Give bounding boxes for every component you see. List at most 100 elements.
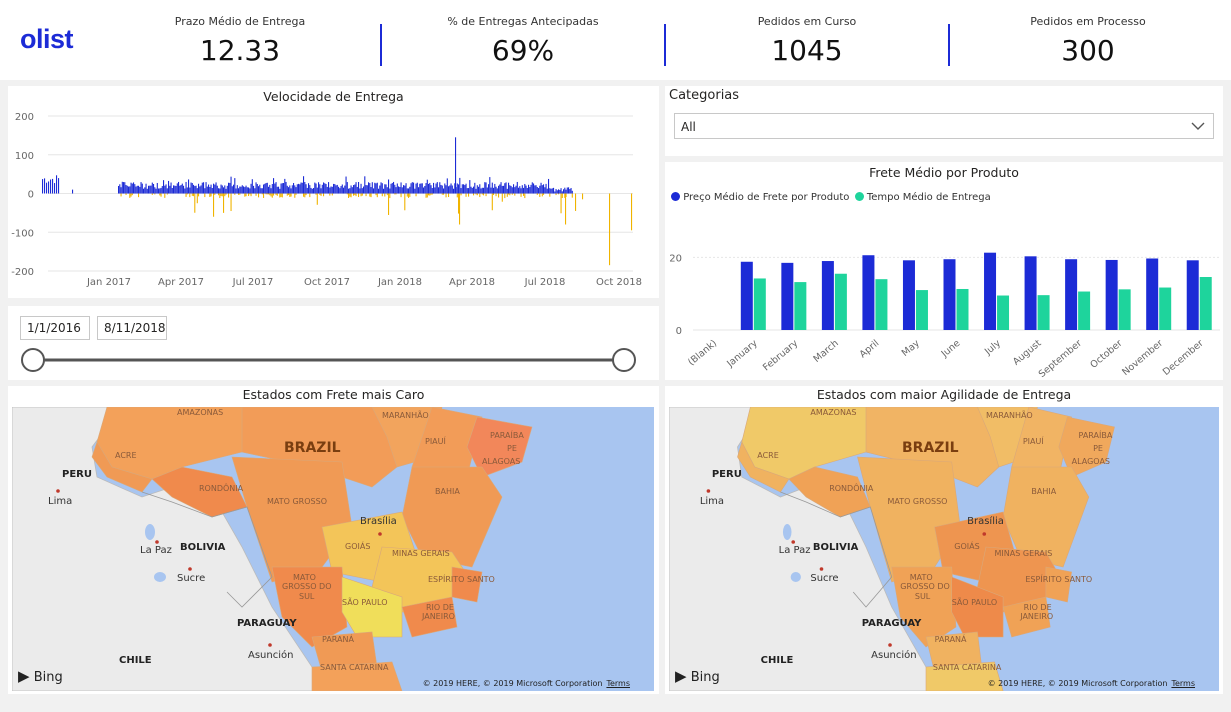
bar[interactable]: [186, 187, 188, 194]
bar-tempo[interactable]: [1159, 287, 1172, 330]
bar[interactable]: [324, 183, 326, 194]
bar[interactable]: [295, 193, 297, 195]
bar[interactable]: [549, 193, 551, 197]
bar[interactable]: [72, 189, 74, 194]
bar[interactable]: [323, 193, 325, 197]
bar[interactable]: [178, 181, 180, 194]
bar[interactable]: [348, 188, 350, 194]
bar-tempo[interactable]: [1199, 277, 1212, 330]
bar[interactable]: [369, 183, 371, 194]
bar[interactable]: [239, 186, 241, 194]
bar[interactable]: [273, 178, 275, 194]
kpi-prazo-medio[interactable]: Prazo Médio de Entrega 12.33: [120, 0, 360, 67]
bar[interactable]: [480, 188, 482, 194]
bar[interactable]: [376, 182, 378, 194]
bar[interactable]: [346, 193, 348, 195]
state-nordeste[interactable]: [1058, 416, 1115, 478]
bar[interactable]: [248, 187, 250, 194]
bar[interactable]: [125, 193, 127, 195]
bar[interactable]: [533, 183, 535, 194]
slider-end-handle[interactable]: [612, 348, 636, 372]
bar[interactable]: [399, 187, 401, 194]
bar[interactable]: [270, 188, 272, 194]
bar[interactable]: [470, 186, 472, 194]
map-agilidade-entrega[interactable]: BRAZIL PERU BOLIVIA PARAGUAY CHILE Lima La Paz…: [669, 407, 1219, 691]
bar[interactable]: [141, 183, 143, 194]
bar[interactable]: [268, 193, 270, 195]
bar[interactable]: [429, 182, 431, 194]
bar[interactable]: [299, 184, 301, 194]
bar[interactable]: [491, 193, 493, 211]
bar-frete[interactable]: [1105, 259, 1118, 330]
bar[interactable]: [52, 178, 54, 194]
bar[interactable]: [483, 193, 485, 196]
bar[interactable]: [189, 193, 191, 198]
bar[interactable]: [159, 193, 161, 196]
bar[interactable]: [509, 185, 511, 194]
bar[interactable]: [543, 184, 545, 194]
map-right-card[interactable]: Estados com maior Agilidade de Entrega B…: [665, 386, 1223, 694]
bar[interactable]: [555, 193, 557, 196]
bar[interactable]: [341, 184, 343, 194]
bar[interactable]: [491, 182, 493, 194]
bar[interactable]: [198, 193, 200, 197]
bar[interactable]: [159, 188, 161, 194]
bar[interactable]: [358, 182, 360, 194]
bar[interactable]: [381, 193, 383, 197]
bar[interactable]: [560, 193, 562, 214]
bar[interactable]: [460, 193, 462, 196]
bar[interactable]: [499, 184, 501, 194]
state-rio[interactable]: [401, 596, 458, 638]
bar[interactable]: [331, 193, 333, 196]
bar[interactable]: [161, 186, 163, 194]
bar[interactable]: [360, 183, 362, 194]
bar[interactable]: [360, 193, 362, 197]
bar[interactable]: [425, 183, 427, 194]
bar[interactable]: [281, 183, 283, 194]
bar[interactable]: [210, 193, 212, 197]
bar[interactable]: [441, 193, 443, 195]
bar[interactable]: [173, 185, 175, 194]
bar[interactable]: [536, 186, 538, 194]
bar[interactable]: [429, 193, 431, 196]
bar[interactable]: [265, 193, 267, 195]
bar[interactable]: [303, 193, 305, 197]
bar[interactable]: [513, 184, 515, 194]
bar[interactable]: [125, 185, 127, 194]
bar[interactable]: [406, 188, 408, 194]
bar[interactable]: [465, 183, 467, 194]
bar[interactable]: [250, 193, 252, 197]
bar[interactable]: [196, 193, 198, 204]
bar[interactable]: [563, 189, 565, 194]
bar[interactable]: [541, 193, 543, 197]
bar[interactable]: [570, 187, 572, 194]
bar[interactable]: [221, 185, 223, 194]
state-espirito[interactable]: [1045, 566, 1072, 603]
bar[interactable]: [283, 183, 285, 194]
bar[interactable]: [455, 137, 457, 194]
bar[interactable]: [128, 186, 130, 194]
bar[interactable]: [216, 185, 218, 194]
bar[interactable]: [366, 185, 368, 194]
bar[interactable]: [204, 193, 206, 198]
bar[interactable]: [479, 184, 481, 194]
bar[interactable]: [321, 184, 323, 194]
bar[interactable]: [369, 193, 371, 197]
bar[interactable]: [459, 193, 461, 225]
bar[interactable]: [404, 193, 406, 211]
bar[interactable]: [193, 193, 195, 197]
bar[interactable]: [229, 182, 231, 194]
bar[interactable]: [448, 193, 450, 198]
bar[interactable]: [496, 188, 498, 194]
bar-tempo[interactable]: [794, 282, 807, 330]
bar[interactable]: [354, 184, 356, 194]
bar[interactable]: [196, 188, 198, 194]
bar[interactable]: [318, 182, 320, 194]
bar-tempo[interactable]: [956, 288, 969, 330]
bar[interactable]: [416, 182, 418, 194]
bar[interactable]: [271, 184, 273, 194]
bar[interactable]: [363, 186, 365, 194]
bar[interactable]: [546, 188, 548, 194]
bar[interactable]: [516, 181, 518, 194]
bar[interactable]: [224, 193, 226, 197]
